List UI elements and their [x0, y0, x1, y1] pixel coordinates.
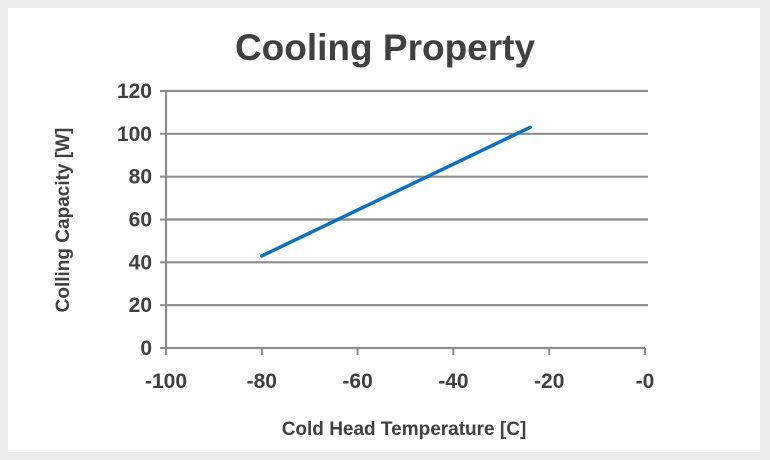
x-tick-label: -60 — [342, 370, 372, 393]
x-tick-label: -0 — [636, 370, 655, 393]
y-tick-label: 40 — [129, 251, 152, 274]
x-tick-label: -40 — [438, 370, 468, 393]
y-axis-title: Colling Capacity [W] — [53, 128, 74, 313]
x-tick-label: -80 — [247, 370, 277, 393]
tick-labels: 0 20 40 60 80 100 120 -100 -80 -60 -40 -20 -0 — [117, 80, 654, 393]
y-tick-label: 0 — [140, 337, 152, 360]
series-line — [260, 125, 532, 258]
y-tick-label: 60 — [129, 209, 152, 232]
chart-title: Cooling Property — [235, 27, 536, 68]
axes — [160, 90, 646, 355]
chart-frame — [8, 8, 760, 452]
y-tick-label: 100 — [117, 123, 152, 146]
x-tick-label: -20 — [534, 370, 564, 393]
y-tick-label: 80 — [129, 166, 152, 189]
x-axis-title: Cold Head Temperature [C] — [282, 419, 527, 440]
y-tick-label: 120 — [117, 80, 152, 103]
y-tick-label: 20 — [129, 294, 152, 317]
series — [260, 125, 532, 258]
x-tick-label: -100 — [145, 370, 187, 393]
gridlines — [166, 89, 648, 307]
